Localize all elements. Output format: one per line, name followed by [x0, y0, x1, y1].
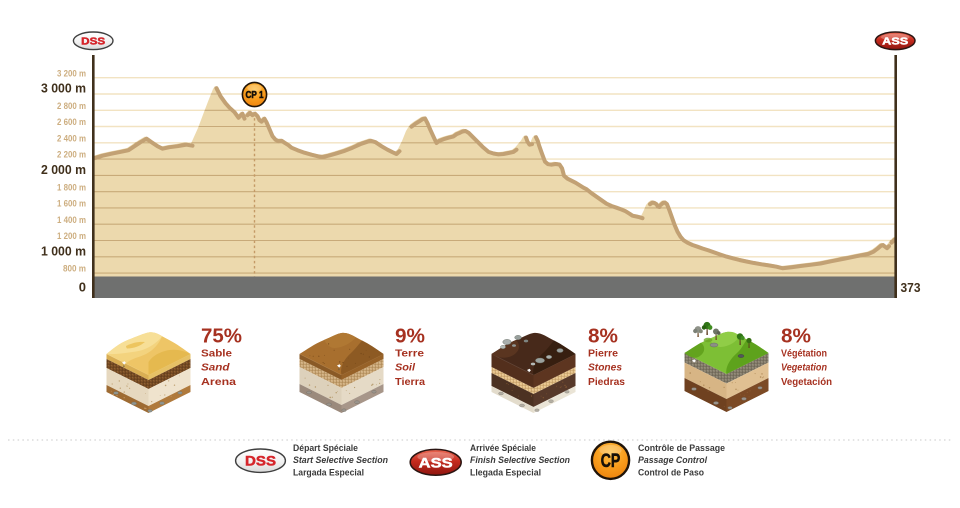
- svg-text:Sand: Sand: [201, 362, 230, 374]
- svg-text:Sable: Sable: [201, 348, 232, 360]
- svg-text:Soil: Soil: [395, 362, 416, 374]
- svg-text:1 000 m: 1 000 m: [41, 243, 86, 258]
- svg-text:Tierra: Tierra: [395, 376, 425, 388]
- svg-text:CP 1: CP 1: [246, 90, 264, 101]
- svg-text:75%: 75%: [201, 326, 242, 348]
- svg-text:Llegada Especial: Llegada Especial: [470, 467, 541, 478]
- svg-text:2 400 m: 2 400 m: [57, 133, 86, 144]
- svg-text:Largada Especial: Largada Especial: [293, 467, 364, 478]
- svg-text:3 200 m: 3 200 m: [57, 68, 86, 79]
- svg-text:Start Selective Section: Start Selective Section: [293, 455, 388, 466]
- svg-text:2 200 m: 2 200 m: [57, 150, 86, 161]
- svg-text:0: 0: [79, 280, 86, 295]
- svg-text:ASS: ASS: [882, 36, 908, 48]
- svg-text:Pierre: Pierre: [588, 348, 618, 360]
- svg-text:Finish Selective Section: Finish Selective Section: [470, 455, 570, 466]
- svg-text:8%: 8%: [588, 326, 618, 348]
- svg-text:800 m: 800 m: [63, 264, 86, 275]
- svg-text:Arrivée Spéciale: Arrivée Spéciale: [470, 443, 536, 454]
- svg-text:3 000 m: 3 000 m: [41, 81, 86, 96]
- svg-text:Arena: Arena: [201, 376, 236, 388]
- svg-text:ASS: ASS: [419, 454, 453, 470]
- svg-text:Départ Spéciale: Départ Spéciale: [293, 443, 358, 454]
- svg-text:1 400 m: 1 400 m: [57, 215, 86, 226]
- svg-text:Stones: Stones: [588, 362, 622, 374]
- svg-text:Contrôle de Passage: Contrôle de Passage: [638, 443, 725, 454]
- svg-text:1 600 m: 1 600 m: [57, 199, 86, 210]
- svg-text:Végétation: Végétation: [781, 348, 827, 360]
- svg-text:Vegetation: Vegetation: [781, 362, 827, 374]
- svg-text:Terre: Terre: [395, 348, 424, 360]
- svg-text:Control de Paso: Control de Paso: [638, 467, 704, 478]
- svg-text:9%: 9%: [395, 326, 425, 348]
- svg-text:8%: 8%: [781, 326, 811, 348]
- svg-text:1 800 m: 1 800 m: [57, 182, 86, 193]
- svg-text:DSS: DSS: [245, 453, 276, 468]
- svg-text:CP: CP: [601, 451, 621, 472]
- svg-text:2 800 m: 2 800 m: [57, 101, 86, 112]
- svg-text:DSS: DSS: [81, 36, 105, 48]
- svg-text:Piedras: Piedras: [588, 376, 625, 388]
- svg-text:Passage Control: Passage Control: [638, 455, 707, 466]
- svg-text:2 600 m: 2 600 m: [57, 117, 86, 128]
- svg-text:Vegetación: Vegetación: [781, 376, 832, 388]
- svg-text:2 000 m: 2 000 m: [41, 162, 86, 177]
- svg-text:373: 373: [901, 280, 921, 295]
- svg-text:1 200 m: 1 200 m: [57, 231, 86, 242]
